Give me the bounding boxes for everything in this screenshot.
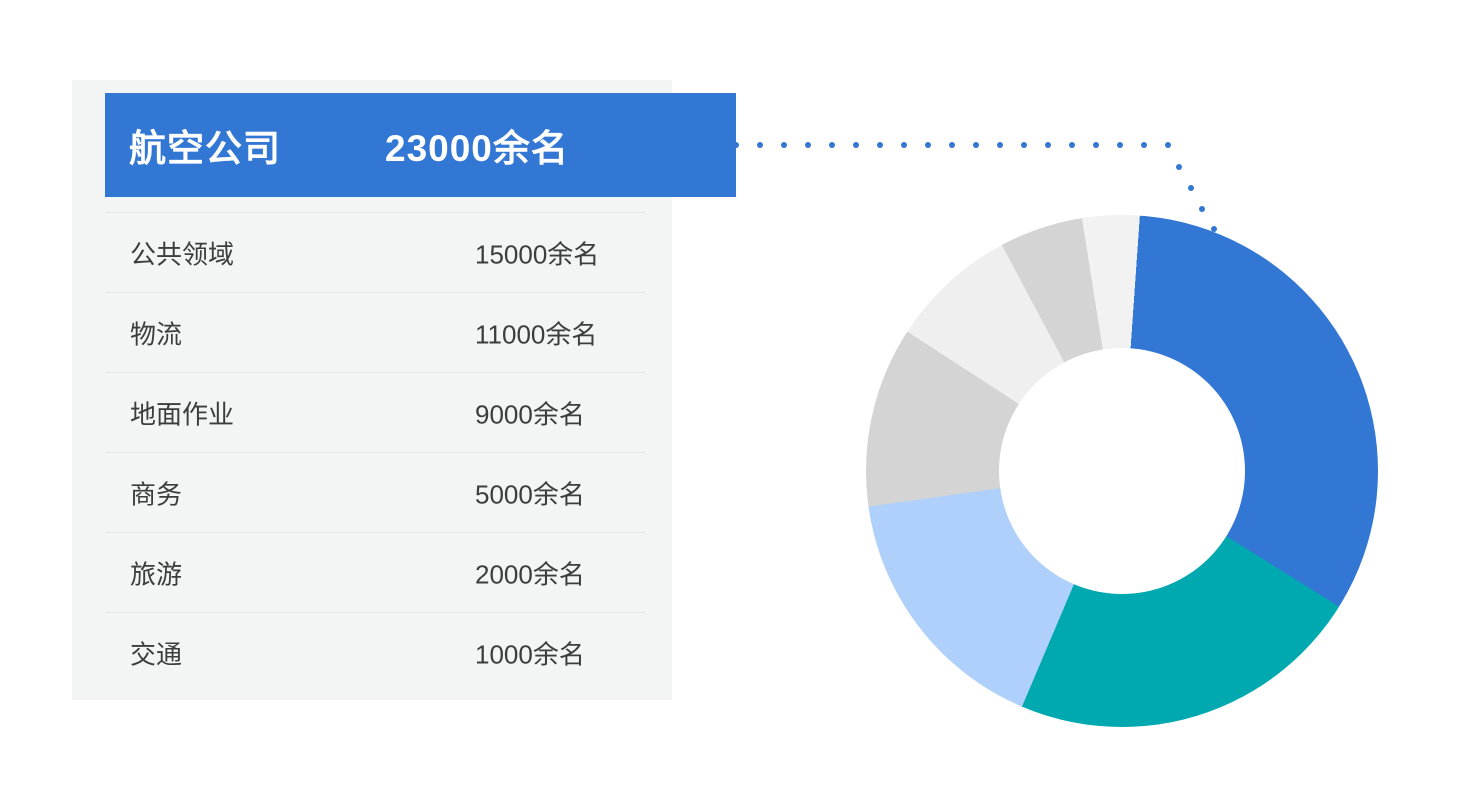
connector-dot [733,142,739,148]
connector-dot [1069,142,1075,148]
table-row: 交通 1000余名 [105,613,645,692]
table-row: 旅游 2000余名 [105,533,645,613]
connector-dot [1188,185,1194,191]
connector-dot [781,142,787,148]
connector-dot [1045,142,1051,148]
connector-dot [805,142,811,148]
row-value: 1000余名 [475,639,585,669]
connector-dot [1141,142,1147,148]
connector-dot [1199,206,1205,212]
row-label: 交通 [130,639,183,669]
connector-dot [829,142,835,148]
connector-dot [757,142,763,148]
connector-dot [949,142,955,148]
connector-dot [997,142,1003,148]
donut-chart [866,215,1378,727]
row-label: 物流 [130,319,183,349]
connector-dot [901,142,907,148]
header-label: 航空公司 [129,128,281,169]
header-value: 23000余名 [385,128,569,169]
row-value: 9000余名 [475,399,585,429]
connector-dot [1117,142,1123,148]
row-label: 公共领域 [130,239,235,269]
connector-dot [877,142,883,148]
table-row: 物流 11000余名 [105,293,645,373]
connector-dot [1211,226,1217,232]
category-table: 公共领域 15000余名 物流 11000余名 地面作业 9000余名 商务 5… [105,212,645,692]
table-row: 商务 5000余名 [105,453,645,533]
row-value: 5000余名 [475,479,585,509]
table-row: 公共领域 15000余名 [105,213,645,293]
row-label: 商务 [130,479,183,509]
header-bar-airline: 航空公司 23000余名 [105,93,736,197]
connector-dot [1021,142,1027,148]
row-value: 15000余名 [475,239,600,269]
connector-dot [973,142,979,148]
connector-dot [853,142,859,148]
connector-dot [1093,142,1099,148]
connector-dot [925,142,931,148]
donut-hole [999,348,1245,594]
connector-dot [1165,142,1171,148]
connector-dot [1176,164,1182,170]
row-label: 旅游 [130,559,183,589]
table-row: 地面作业 9000余名 [105,373,645,453]
row-value: 2000余名 [475,559,585,589]
row-label: 地面作业 [130,399,235,429]
row-value: 11000余名 [475,319,598,349]
